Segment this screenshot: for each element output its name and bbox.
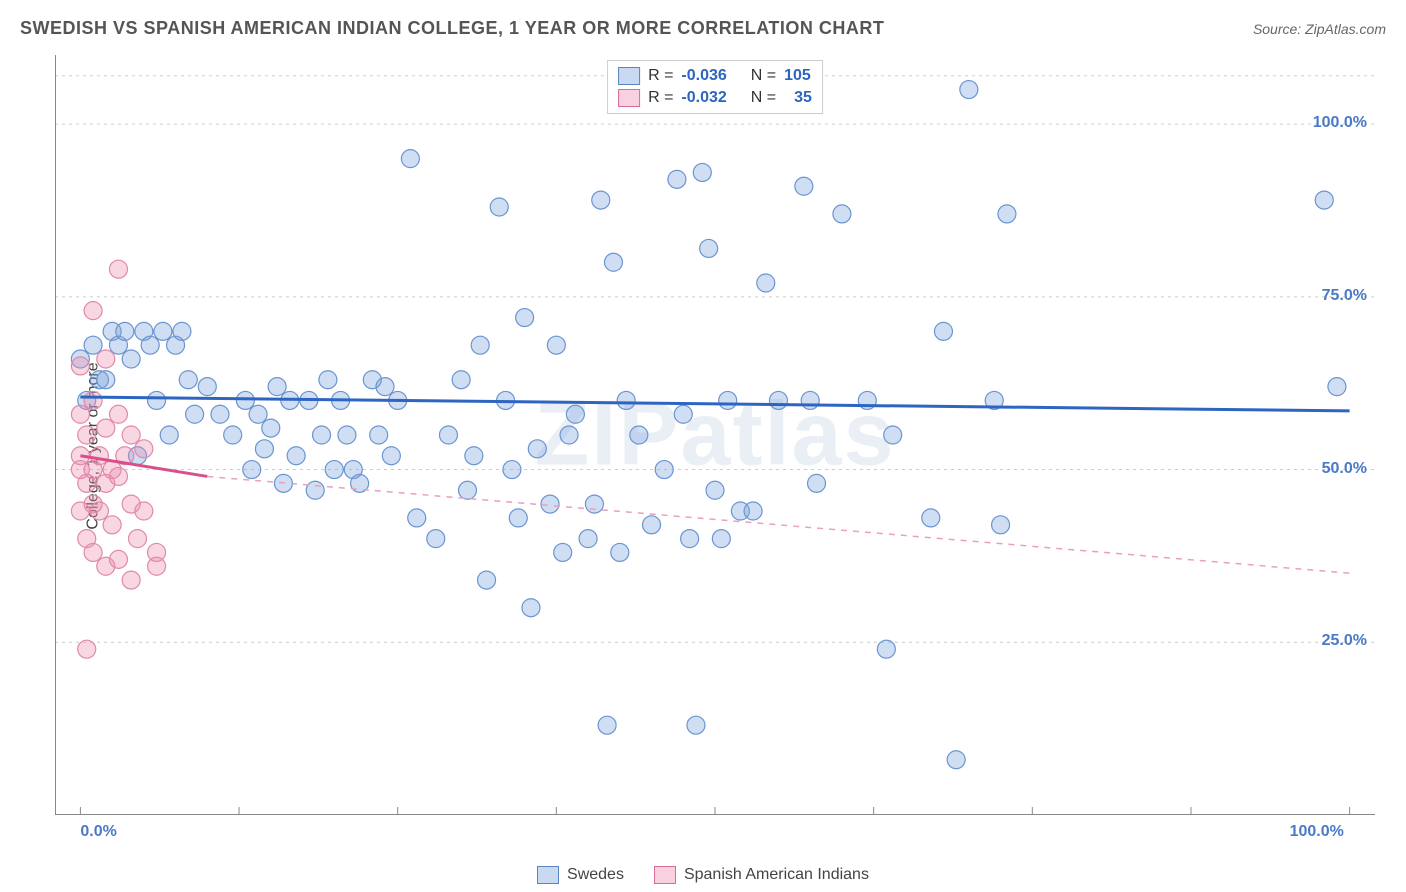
n-value: 105 bbox=[784, 67, 811, 85]
r-label: R = bbox=[648, 67, 673, 85]
legend-swatch-pink bbox=[618, 89, 640, 107]
n-value: 35 bbox=[784, 89, 812, 107]
legend-label: Swedes bbox=[567, 866, 624, 884]
correlation-legend: R = -0.036 N = 105 R = -0.032 N = 35 bbox=[607, 60, 823, 114]
legend-swatch-pink bbox=[654, 866, 676, 884]
r-value: -0.036 bbox=[681, 67, 726, 85]
r-value: -0.032 bbox=[681, 89, 726, 107]
legend-item-swedes: Swedes bbox=[537, 866, 624, 884]
chart-source: Source: ZipAtlas.com bbox=[1253, 21, 1386, 37]
chart-title: SWEDISH VS SPANISH AMERICAN INDIAN COLLE… bbox=[20, 18, 884, 39]
legend-swatch-blue bbox=[618, 67, 640, 85]
n-label: N = bbox=[751, 67, 776, 85]
n-label: N = bbox=[751, 89, 776, 107]
legend-row-swedes: R = -0.036 N = 105 bbox=[618, 65, 812, 87]
y-tick-label: 100.0% bbox=[1313, 114, 1367, 132]
chart-header: SWEDISH VS SPANISH AMERICAN INDIAN COLLE… bbox=[20, 18, 1386, 39]
legend-row-spanish: R = -0.032 N = 35 bbox=[618, 87, 812, 109]
chart-container: ZIPatlas R = -0.036 N = 105 R = -0.032 N… bbox=[55, 55, 1375, 815]
y-tick-label: 25.0% bbox=[1322, 632, 1367, 650]
r-label: R = bbox=[648, 89, 673, 107]
plot-border bbox=[55, 55, 1375, 815]
y-tick-label: 75.0% bbox=[1322, 287, 1367, 305]
x-tick-label: 0.0% bbox=[80, 823, 116, 841]
x-tick-label: 100.0% bbox=[1290, 823, 1344, 841]
series-legend: Swedes Spanish American Indians bbox=[0, 866, 1406, 884]
legend-swatch-blue bbox=[537, 866, 559, 884]
legend-item-spanish: Spanish American Indians bbox=[654, 866, 869, 884]
y-tick-label: 50.0% bbox=[1322, 460, 1367, 478]
legend-label: Spanish American Indians bbox=[684, 866, 869, 884]
